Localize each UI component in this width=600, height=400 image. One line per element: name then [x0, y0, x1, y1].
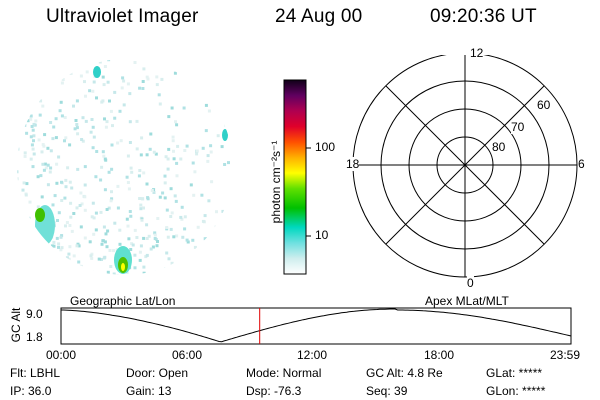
colorbar-tick-10: 10	[315, 228, 329, 242]
timeline-left-title: Geographic Lat/Lon	[70, 294, 176, 308]
timeline-xtick-1: 06:00	[172, 348, 203, 362]
mlt-label-0: 0	[467, 276, 474, 290]
lat-label-80: 80	[492, 140, 506, 154]
colorbar	[283, 79, 311, 275]
info-seq: Seq: 39	[366, 384, 408, 398]
info-door: Door: Open	[126, 366, 189, 380]
colorbar-unit-label: photon cm⁻²s⁻¹	[269, 140, 283, 224]
timeline-xtick-2: 12:00	[297, 348, 328, 362]
timeline-xtick-0: 00:00	[46, 348, 77, 362]
timeline-xtick-4: 23:59	[550, 348, 581, 362]
instrument-title: Ultraviolet Imager	[46, 6, 199, 27]
auroral-image	[17, 59, 233, 275]
info-gain: Gain: 13	[126, 384, 172, 398]
colorbar-tick-100: 100	[315, 140, 336, 154]
info-glat: GLat: *****	[486, 366, 543, 380]
info-ip: IP: 36.0	[10, 384, 52, 398]
timeline-ymin: 1.8	[26, 330, 43, 344]
lat-label-60: 60	[537, 98, 551, 112]
date-label: 24 Aug 00	[275, 6, 363, 27]
info-mode: Mode: Normal	[246, 366, 322, 380]
timeline-xtick-3: 18:00	[424, 348, 455, 362]
mlt-label-12: 12	[470, 46, 484, 60]
mlt-label-18: 18	[346, 157, 360, 171]
timeline-ymax: 9.0	[26, 307, 43, 321]
polar-plot	[352, 55, 578, 278]
info-dsp: Dsp: -76.3	[246, 384, 302, 398]
timeline-plot	[60, 307, 572, 345]
timeline-ylabel: GC Alt	[9, 307, 23, 343]
lat-label-70: 70	[511, 120, 525, 134]
info-glon: GLon: *****	[486, 384, 546, 398]
mlt-label-6: 6	[578, 157, 585, 171]
info-filter: Flt: LBHL	[10, 366, 61, 380]
time-label: 09:20:36 UT	[430, 6, 537, 27]
info-gc-alt: GC Alt: 4.8 Re	[366, 366, 443, 380]
timeline-right-title: Apex MLat/MLT	[425, 294, 509, 308]
